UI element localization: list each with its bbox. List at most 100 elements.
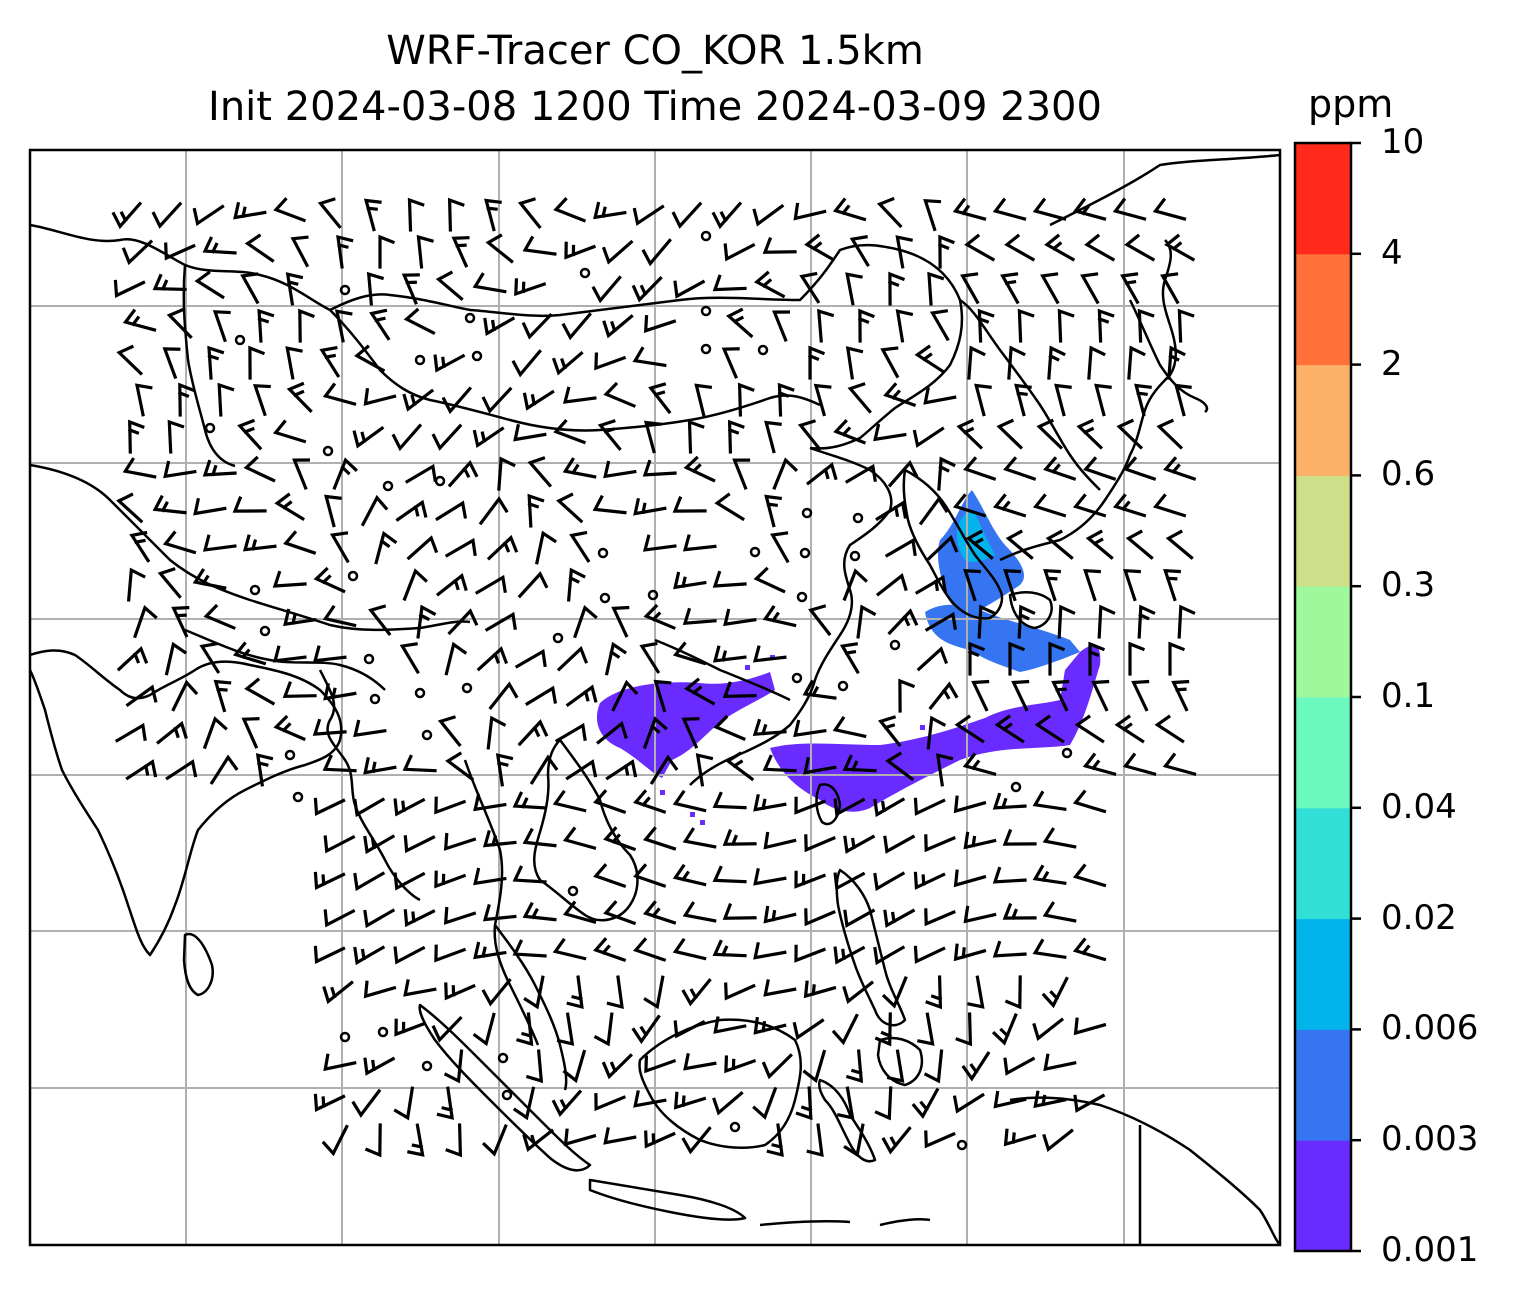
wind-barb bbox=[244, 233, 275, 263]
wind-barb bbox=[992, 493, 1027, 518]
wind-barb bbox=[443, 906, 477, 925]
wind-barb bbox=[1112, 493, 1147, 518]
wind-barb bbox=[833, 871, 866, 891]
wind-barb bbox=[484, 198, 502, 232]
wind-barb bbox=[1168, 641, 1186, 676]
colorbar-band bbox=[1295, 253, 1351, 366]
wind-barb bbox=[593, 863, 627, 889]
wind-barb bbox=[912, 426, 945, 448]
wind-barb bbox=[437, 715, 462, 747]
wind-barb bbox=[1083, 456, 1117, 481]
wind-barb bbox=[962, 752, 997, 776]
wind-barb bbox=[806, 1123, 824, 1158]
wind-barb bbox=[1134, 383, 1152, 417]
wind-barb bbox=[444, 982, 476, 1001]
wind-barb bbox=[724, 982, 756, 1001]
calm-wind-marker bbox=[700, 230, 712, 242]
wind-barb bbox=[832, 197, 867, 222]
wind-barb bbox=[1042, 1128, 1074, 1153]
wind-barb bbox=[1112, 197, 1147, 221]
wind-barb bbox=[1137, 308, 1155, 343]
colorbar-tick-label: 0.1 bbox=[1381, 676, 1436, 716]
wind-barb bbox=[321, 1124, 349, 1157]
wind-barb bbox=[552, 789, 587, 813]
wind-barb bbox=[369, 308, 391, 341]
wind-barb bbox=[434, 944, 467, 963]
wind-barb bbox=[833, 797, 866, 817]
wind-barb bbox=[633, 937, 667, 962]
calm-wind-marker bbox=[322, 445, 334, 457]
wind-barb bbox=[403, 307, 436, 335]
wind-barb bbox=[876, 196, 903, 229]
wind-barb bbox=[682, 534, 717, 552]
wind-barb bbox=[1177, 308, 1195, 343]
wind-barb bbox=[512, 1086, 536, 1121]
wind-barb bbox=[273, 714, 306, 742]
calm-wind-marker bbox=[339, 1031, 351, 1043]
wind-barb bbox=[517, 719, 549, 747]
wind-barb bbox=[514, 278, 547, 297]
wind-barb bbox=[917, 1012, 935, 1046]
wind-barb bbox=[887, 271, 906, 306]
wind-barb bbox=[639, 641, 661, 674]
wind-barb bbox=[963, 905, 997, 924]
wind-barb bbox=[1043, 568, 1061, 602]
wind-barb bbox=[399, 642, 420, 675]
wind-barb bbox=[671, 201, 703, 229]
wind-barb bbox=[476, 646, 509, 672]
wind-barb bbox=[1003, 568, 1021, 602]
calm-wind-marker bbox=[497, 1052, 509, 1064]
calm-wind-marker bbox=[837, 680, 849, 692]
wind-barb bbox=[712, 791, 747, 810]
wind-barb bbox=[243, 455, 276, 483]
wind-barb bbox=[334, 309, 353, 343]
wind-barb bbox=[672, 789, 707, 813]
wind-barb bbox=[753, 270, 786, 299]
wind-barb bbox=[795, 1086, 813, 1121]
wind-barb bbox=[202, 236, 237, 255]
wind-barb bbox=[257, 308, 275, 343]
wind-barb bbox=[1041, 976, 1069, 1009]
calm-wind-marker bbox=[552, 632, 564, 644]
plume-speck bbox=[700, 820, 705, 825]
wind-barb bbox=[1004, 975, 1022, 1010]
wind-barb bbox=[603, 460, 637, 479]
wind-barb bbox=[753, 1016, 787, 1035]
wind-barb bbox=[833, 945, 866, 965]
wind-barb bbox=[1072, 863, 1107, 888]
wind-barb bbox=[416, 234, 434, 269]
wind-barb bbox=[887, 608, 919, 636]
wind-barb bbox=[1042, 827, 1077, 849]
calm-wind-marker bbox=[700, 305, 712, 317]
calm-wind-marker bbox=[464, 312, 476, 324]
calm-wind-marker bbox=[647, 589, 659, 601]
wind-barb bbox=[512, 939, 547, 958]
calm-wind-marker bbox=[567, 885, 579, 897]
wind-barb bbox=[911, 1087, 940, 1119]
calm-wind-marker bbox=[377, 1026, 389, 1038]
wind-barb bbox=[1164, 233, 1196, 262]
calm-wind-marker bbox=[889, 639, 901, 651]
wind-barb bbox=[918, 496, 949, 526]
calm-wind-marker bbox=[461, 682, 473, 694]
coastline-kyushu bbox=[1008, 591, 1053, 630]
wind-barb bbox=[633, 1090, 667, 1108]
wind-barb bbox=[1017, 604, 1036, 639]
colorbar-tick-label: 0.006 bbox=[1381, 1008, 1479, 1048]
wind-barb bbox=[1152, 493, 1187, 518]
wind-barb bbox=[556, 492, 584, 524]
wind-barb bbox=[378, 234, 396, 269]
wind-barb bbox=[1033, 1090, 1067, 1109]
wind-barb bbox=[252, 384, 271, 417]
wind-barb bbox=[472, 426, 505, 449]
wind-barb bbox=[762, 604, 797, 628]
wind-barb bbox=[960, 272, 980, 305]
wind-barb bbox=[673, 279, 706, 299]
wind-barb bbox=[213, 679, 232, 713]
wind-barb bbox=[793, 202, 827, 221]
wind-barb bbox=[1008, 641, 1026, 676]
plume-speck bbox=[920, 725, 925, 730]
colorbar-tick-label: 0.02 bbox=[1381, 898, 1457, 938]
calm-wind-marker bbox=[852, 512, 864, 524]
calm-wind-marker bbox=[1061, 747, 1073, 759]
